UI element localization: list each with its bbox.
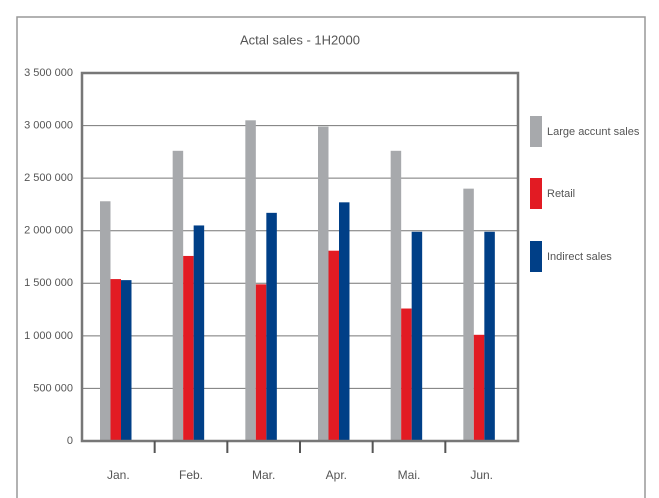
y-tick-label: 3 500 000 [24, 67, 73, 79]
y-tick-label: 0 [67, 435, 73, 447]
x-tick-label: Jan. [107, 468, 130, 482]
legend-label: Retail [547, 188, 575, 200]
bar [183, 255, 194, 441]
bar [100, 201, 111, 441]
x-tick-label: Apr. [326, 468, 347, 482]
x-tick-label: Jun. [470, 468, 493, 482]
bar [401, 308, 412, 441]
bar [121, 280, 132, 441]
plot-frame [80, 71, 520, 443]
bar [463, 188, 474, 441]
bar [411, 231, 423, 441]
bar [110, 279, 121, 441]
y-tick-label: 500 000 [33, 382, 73, 394]
bar [318, 126, 329, 441]
legend-swatch [530, 178, 542, 209]
bar [172, 150, 184, 441]
bar [484, 231, 495, 441]
bar [266, 212, 277, 441]
x-tick-label: Feb. [179, 468, 203, 482]
y-tick-label: 2 500 000 [24, 172, 73, 184]
legend-swatch [530, 116, 542, 147]
y-tick-label: 2 000 000 [24, 225, 73, 237]
y-tick-label: 1 500 000 [24, 277, 73, 289]
bar [390, 150, 402, 441]
bar [245, 120, 256, 442]
chart-title: Actal sales - 1H2000 [240, 32, 360, 47]
frame [16, 16, 646, 498]
y-tick-label: 1 000 000 [24, 330, 73, 342]
bar [193, 225, 205, 441]
bar [473, 334, 485, 441]
legend-label: Indirect sales [547, 251, 612, 263]
bar [339, 202, 350, 441]
legend-swatch [530, 241, 542, 272]
bar [328, 250, 339, 441]
y-tick-label: 3 000 000 [24, 119, 73, 131]
bar [255, 284, 267, 441]
x-tick-label: Mai. [398, 468, 421, 482]
legend-label: Large accunt sales [547, 126, 640, 138]
x-tick-label: Mar. [252, 468, 275, 482]
